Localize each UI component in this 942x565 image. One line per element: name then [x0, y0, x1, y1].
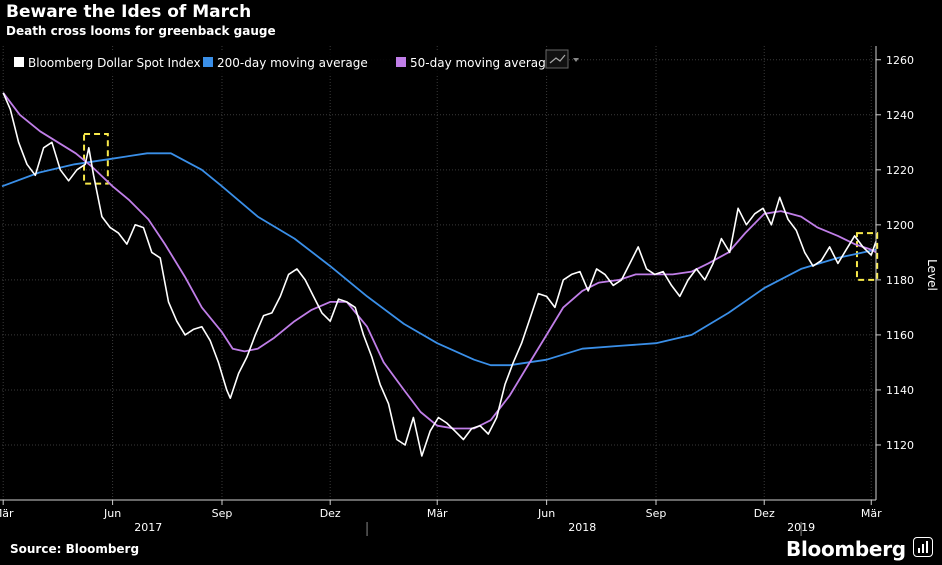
- chart-subtitle: Death cross looms for greenback gauge: [6, 24, 276, 38]
- x-tick-label: Mär: [861, 507, 882, 520]
- year-label: 2017: [134, 521, 162, 534]
- y-tick-label: 1160: [886, 329, 914, 342]
- x-tick-label: Mär: [0, 507, 14, 520]
- legend-swatch-200dma: [203, 57, 213, 67]
- series-line-200dma: [1, 152, 877, 367]
- x-tick-label: Sep: [212, 507, 233, 520]
- x-tick-label: Jun: [537, 507, 555, 520]
- y-axis-label: Level: [925, 259, 939, 291]
- legend-label-index: Bloomberg Dollar Spot Index: [28, 56, 201, 70]
- x-axis-ticks: Mär Jun Sep Dez Mär Jun Sep Dez Mär 2017 2018 2019: [0, 500, 882, 536]
- legend: Bloomberg Dollar Spot Index 200-day movi…: [4, 52, 554, 74]
- y-tick-label: 1240: [886, 109, 914, 122]
- chevron-down-icon: [573, 58, 579, 62]
- y-tick-label: 1260: [886, 54, 914, 67]
- chart-icon: [913, 537, 933, 557]
- y-tick-label: 1220: [886, 164, 914, 177]
- year-label: 2018: [568, 521, 596, 534]
- line-chart-icon: [549, 54, 566, 64]
- legend-label-200dma: 200-day moving average: [217, 56, 368, 70]
- y-tick-label: 1120: [886, 439, 914, 452]
- legend-swatch-index: [14, 57, 24, 67]
- highlight-boxes: [83, 133, 879, 281]
- legend-label-50dma: 50-day moving average: [410, 56, 553, 70]
- x-tick-label: Jun: [103, 507, 121, 520]
- chart-title: Beware the Ides of March: [6, 2, 252, 22]
- y-tick-label: 1200: [886, 219, 914, 232]
- grid-lines: [2, 46, 876, 500]
- series-line-index: [2, 92, 877, 457]
- x-tick-label: Dez: [754, 507, 775, 520]
- year-label: 2019: [787, 521, 815, 534]
- series-line-50dma: [2, 92, 877, 430]
- series-lines: [1, 92, 877, 457]
- bloomberg-logo: Bloomberg: [786, 537, 906, 561]
- x-tick-label: Sep: [646, 507, 667, 520]
- death-cross-highlight: [855, 232, 879, 281]
- legend-swatch-50dma: [396, 57, 406, 67]
- y-tick-label: 1180: [886, 274, 914, 287]
- y-tick-label: 1140: [886, 384, 914, 397]
- source-note: Source: Bloomberg: [10, 542, 140, 556]
- y-axis-ticks: 1120 1140 1160 1180 1200 1220 1240 1260: [876, 54, 914, 452]
- death-cross-highlight: [83, 133, 109, 185]
- chart-type-button[interactable]: [545, 49, 579, 69]
- x-tick-label: Dez: [320, 507, 341, 520]
- x-tick-label: Mär: [427, 507, 448, 520]
